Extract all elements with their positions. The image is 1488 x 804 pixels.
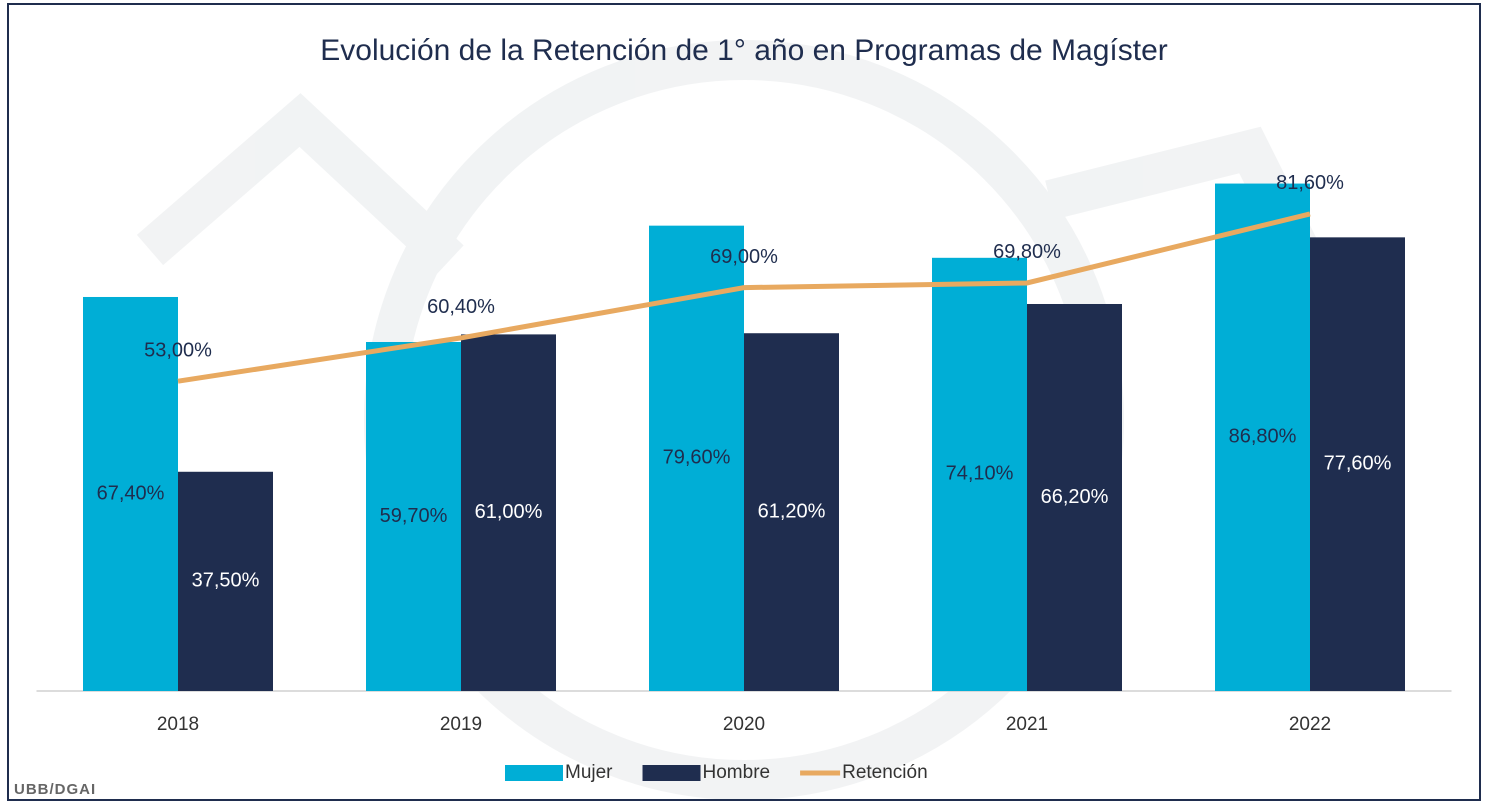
data-label: 37,50% [192,570,260,592]
data-label: 81,60% [1276,172,1344,194]
bar [83,296,178,691]
data-label: 66,20% [1041,486,1109,508]
bar [178,471,273,691]
x-tick-label: 2019 [440,714,482,735]
legend-label: Hombre [703,762,771,783]
data-label: 61,00% [475,501,543,523]
data-label: 74,10% [946,463,1014,485]
bar [1215,183,1310,691]
x-tick-label: 2018 [157,714,199,735]
data-label: 61,20% [758,500,826,522]
legend-label: Retención [842,762,928,783]
footer: UBB/DGAI [14,781,96,798]
bar [1310,237,1405,691]
bar [461,334,556,691]
legend-swatch [505,765,563,781]
x-tick-label: 2022 [1289,714,1331,735]
bar [366,341,461,691]
data-label: 69,00% [710,246,778,268]
legend-label: Mujer [565,762,613,783]
data-label: 53,00% [144,339,212,361]
data-label: 77,60% [1324,452,1392,474]
chart-title: Evolución de la Retención de 1° año en P… [320,34,1168,67]
bar [932,257,1027,691]
data-label: 79,60% [663,447,731,469]
data-label: 69,80% [993,241,1061,263]
line [177,211,1311,384]
x-tick-label: 2020 [723,714,765,735]
data-label: 67,40% [97,482,165,504]
legend-swatch [642,765,701,781]
data-label: 60,40% [427,296,495,318]
bar [1027,303,1122,691]
bar [744,333,839,691]
data-label: 86,80% [1229,426,1297,448]
x-tick-label: 2021 [1006,714,1048,735]
frame [7,3,1481,801]
data-label: 59,70% [380,505,448,527]
